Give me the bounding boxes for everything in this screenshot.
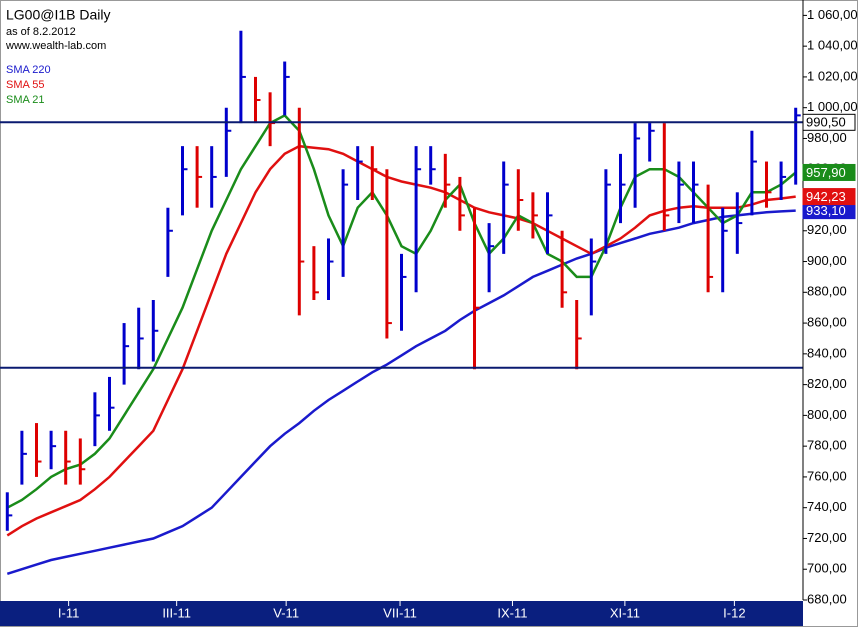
x-axis-strip (0, 601, 803, 626)
y-tick-label: 820,00 (807, 376, 847, 391)
y-tick-label: 980,00 (807, 130, 847, 145)
sma-line (6, 209, 796, 575)
y-tick-label: 840,00 (807, 345, 847, 360)
y-tick-label: 780,00 (807, 438, 847, 453)
y-tick-label: 800,00 (807, 407, 847, 422)
y-tick-label: 680,00 (807, 591, 847, 606)
price-tag (802, 188, 856, 206)
y-tick-label: 720,00 (807, 530, 847, 545)
x-tick-label: III-11 (162, 605, 191, 620)
x-tick-label: XI-11 (610, 605, 640, 620)
y-tick-label: 740,00 (807, 499, 847, 514)
price-tag-label: 990,50 (806, 115, 846, 130)
y-tick-label: 760,00 (807, 468, 847, 483)
x-tick-label: VII-11 (383, 605, 417, 620)
y-tick-label: 700,00 (807, 561, 847, 576)
legend-entry: SMA 220 (6, 64, 51, 76)
price-tag (802, 113, 856, 131)
y-tick-label: 1 020,00 (807, 68, 858, 83)
y-tick-label: 880,00 (807, 284, 847, 299)
source: www.wealth-lab.com (5, 40, 106, 52)
x-tick-label: IX-11 (497, 605, 527, 620)
legend-entry: SMA 55 (6, 79, 45, 91)
chart-title: LG00@I1B Daily (6, 7, 110, 23)
y-tick-label: 920,00 (807, 222, 847, 237)
x-tick-label: V-11 (273, 605, 299, 620)
y-tick-label: 860,00 (807, 315, 847, 330)
y-tick-label: 1 000,00 (807, 99, 858, 114)
y-tick-label: 900,00 (807, 253, 847, 268)
price-tag (802, 163, 856, 181)
y-tick-label: 1 060,00 (807, 7, 858, 22)
price-tag-label: 957,90 (806, 165, 846, 180)
x-tick-label: I-11 (58, 605, 79, 620)
x-tick-label: I-12 (723, 605, 745, 620)
price-tag-label: 933,10 (806, 203, 846, 218)
subtitle: as of 8.2.2012 (6, 26, 76, 38)
legend-entry: SMA 21 (6, 94, 45, 106)
y-tick-label: 1 040,00 (807, 38, 858, 53)
price-tag-label: 942,23 (806, 189, 846, 204)
